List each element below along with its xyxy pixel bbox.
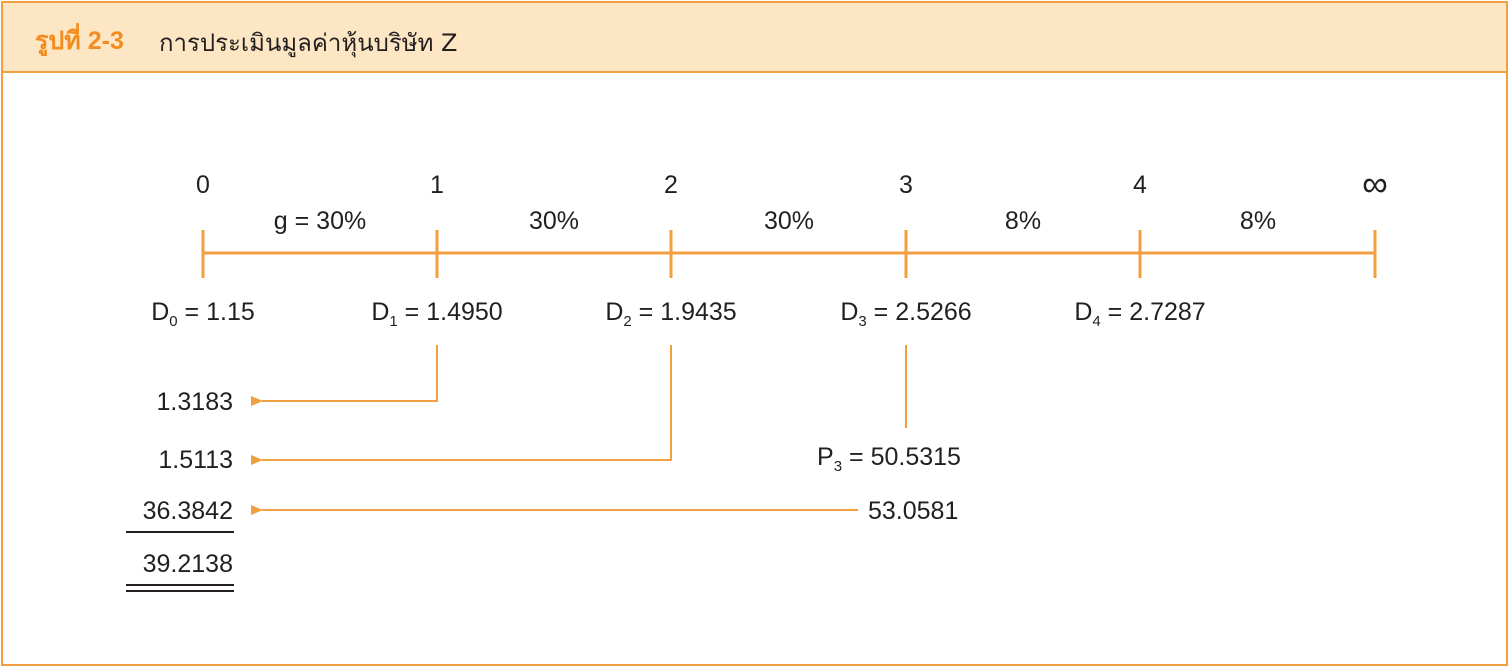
- period-label-infinity: ∞: [1362, 163, 1388, 204]
- period-label: 1: [430, 171, 444, 199]
- period-label: 0: [196, 171, 210, 199]
- terminal-price-p3: P3 = 50.5315: [817, 443, 961, 475]
- dividend-d3: D3 = 2.5266: [840, 298, 971, 330]
- svg-text:D4 = 2.7287: D4 = 2.7287: [1074, 298, 1205, 330]
- discount-arrow-d2: [251, 345, 672, 465]
- growth-rate: 30%: [764, 207, 814, 235]
- growth-rate: 8%: [1005, 207, 1041, 235]
- dividend-d0: D0 = 1.15: [151, 298, 255, 330]
- present-value-terminal: 36.3842: [143, 497, 233, 525]
- dividend-d2: D2 = 1.9435: [605, 298, 736, 330]
- stock-value-total: 39.2138: [143, 550, 233, 578]
- dividend-d4: D4 = 2.7287: [1074, 298, 1205, 330]
- svg-text:D0 = 1.15: D0 = 1.15: [151, 298, 255, 330]
- dividend-d1: D1 = 1.4950: [371, 298, 502, 330]
- period-label: 3: [899, 171, 913, 199]
- svg-text:D2 = 1.9435: D2 = 1.9435: [605, 298, 736, 330]
- figure-number: รูปที่ 2-3: [35, 27, 124, 55]
- svg-text:D1 = 1.4950: D1 = 1.4950: [371, 298, 502, 330]
- figure-header: รูปที่ 2-3 การประเมินมูลค่าหุ้นบริษัท Z: [3, 3, 1506, 73]
- discount-arrow-d1: [251, 345, 438, 406]
- growth-rate: g = 30%: [274, 207, 366, 235]
- present-value-2: 1.5113: [158, 446, 233, 474]
- period-label: 4: [1133, 171, 1147, 199]
- growth-rate: 30%: [529, 207, 579, 235]
- present-value-1: 1.3183: [157, 388, 233, 416]
- growth-rate: 8%: [1240, 207, 1276, 235]
- svg-text:P3 = 50.5315: P3 = 50.5315: [817, 443, 961, 475]
- period-label: 2: [664, 171, 678, 199]
- svg-text:D3 = 2.5266: D3 = 2.5266: [840, 298, 971, 330]
- figure-title: การประเมินมูลค่าหุ้นบริษัท Z: [159, 29, 458, 57]
- terminal-total-value: 53.0581: [868, 497, 958, 525]
